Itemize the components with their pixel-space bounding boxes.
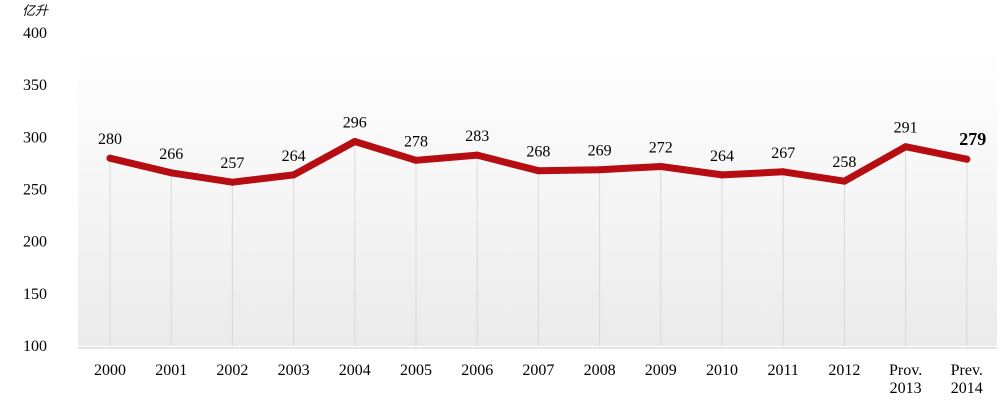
x-tick-label: 2005	[400, 362, 432, 379]
data-point	[840, 177, 848, 185]
data-label: 267	[771, 145, 795, 162]
x-tick-label: 2010	[706, 362, 738, 379]
data-point	[657, 163, 665, 171]
x-tick-label: 2007	[522, 362, 554, 379]
data-point	[228, 178, 236, 186]
x-tick-label: 2011	[767, 362, 798, 379]
data-label: 257	[220, 155, 244, 172]
data-point	[596, 166, 604, 174]
data-point	[351, 138, 359, 146]
x-tick-label: 2009	[645, 362, 677, 379]
data-label: 266	[159, 146, 183, 163]
y-unit-label: 亿升	[22, 3, 49, 18]
y-tick-label: 400	[23, 25, 47, 42]
data-label: 280	[98, 131, 122, 148]
data-point	[534, 167, 542, 175]
data-point	[412, 156, 420, 164]
y-tick-label: 150	[23, 286, 47, 303]
x-tick-label: 2003	[278, 362, 310, 379]
y-tick-label: 300	[23, 129, 47, 146]
y-tick-label: 100	[23, 338, 47, 355]
x-tick-label: 2006	[461, 362, 493, 379]
data-point	[718, 171, 726, 179]
x-tick-label: 2000	[94, 362, 126, 379]
x-tick-label: 2004	[339, 362, 371, 379]
data-point	[106, 154, 114, 162]
data-point	[167, 169, 175, 177]
data-label: 258	[832, 154, 856, 171]
x-tick-label: Prev. 2014	[951, 362, 983, 397]
data-label: 283	[465, 128, 489, 145]
x-tick-label: 2002	[216, 362, 248, 379]
x-tick-label: 2001	[155, 362, 187, 379]
y-tick-label: 200	[23, 234, 47, 251]
x-tick-label: 2008	[584, 362, 616, 379]
data-label: 279	[959, 129, 986, 149]
plot-background	[78, 48, 997, 346]
data-label: 296	[343, 115, 367, 132]
data-point	[902, 143, 910, 151]
data-point	[290, 171, 298, 179]
data-label: 264	[282, 148, 306, 165]
y-tick-label: 350	[23, 77, 47, 94]
y-tick-label: 250	[23, 182, 47, 199]
data-label: 264	[710, 148, 734, 165]
data-label: 268	[526, 144, 550, 161]
data-label: 272	[649, 140, 673, 157]
data-point	[779, 168, 787, 176]
data-label: 278	[404, 133, 428, 150]
x-tick-label: Prov. 2013	[889, 362, 922, 397]
data-point	[963, 155, 971, 163]
data-point	[473, 151, 481, 159]
data-label: 291	[894, 120, 918, 137]
x-tick-label: 2012	[828, 362, 860, 379]
data-label: 269	[588, 143, 612, 160]
